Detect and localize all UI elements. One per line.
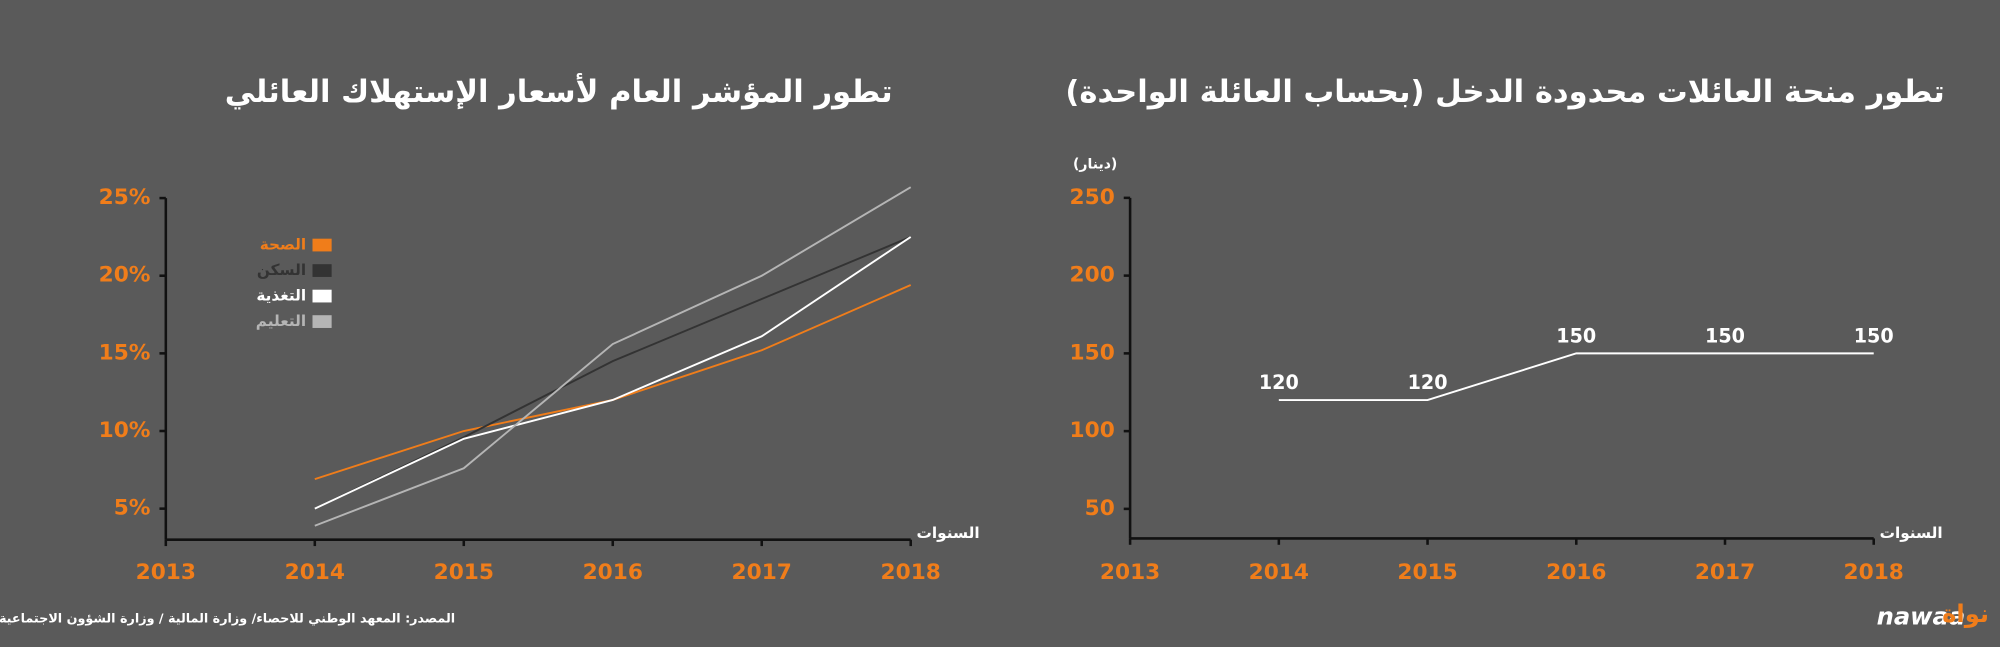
chart-title: تطور المؤشر العام لأسعار الإستهلاك العائ… <box>225 73 893 110</box>
logo-latin: nawaa <box>1877 603 1966 631</box>
chart-title: تطور منحة العائلات محدودة الدخل (بحساب ا… <box>1065 75 1944 110</box>
x-tick-label: 2014 <box>1249 560 1309 585</box>
legend-swatch <box>312 315 332 328</box>
x-axis-title: السنوات <box>1880 524 1943 542</box>
series-line <box>1278 352 1874 401</box>
source: المصدر: المعهد الوطني للاحصاء/ وزارة الم… <box>0 611 455 626</box>
y-tick-label: 10% <box>99 418 151 443</box>
x-tick-label: 2013 <box>136 560 196 585</box>
legend-label: التغذية <box>256 287 306 305</box>
data-label: 150 <box>1705 324 1745 347</box>
x-tick-label: 2016 <box>1546 560 1606 585</box>
x-tick-label: 2016 <box>583 560 643 585</box>
data-label: 150 <box>1556 324 1596 347</box>
logo-arabic: نواة <box>1942 600 1989 628</box>
legend-swatch <box>312 289 332 303</box>
series-line <box>314 236 912 510</box>
x-tick-label: 2018 <box>1844 560 1904 585</box>
series-line <box>314 186 912 527</box>
y-tick-label: 15% <box>99 340 151 365</box>
x-axis-title: السنوات <box>917 524 980 542</box>
y-tick-label: 20% <box>99 263 151 288</box>
y-tick-label: 100 <box>1070 418 1115 443</box>
x-tick-label: 2013 <box>1100 560 1160 585</box>
y-axis-title: (دينار) <box>1073 157 1117 173</box>
legend-swatch <box>312 264 332 277</box>
x-tick-label: 2015 <box>434 560 494 585</box>
y-tick-label: 50 <box>1085 496 1115 521</box>
legend-label: الصحة <box>260 236 306 254</box>
y-tick-label: 250 <box>1070 185 1115 210</box>
x-tick-label: 2014 <box>285 560 345 585</box>
y-tick-label: 5% <box>114 496 151 521</box>
y-tick-label: 200 <box>1070 263 1115 288</box>
legend-swatch <box>312 238 332 252</box>
x-tick-label: 2017 <box>1695 560 1755 585</box>
y-tick-label: 150 <box>1070 340 1115 365</box>
x-tick-label: 2018 <box>881 560 941 585</box>
y-tick-label: 25% <box>99 185 151 210</box>
data-label: 150 <box>1854 324 1894 347</box>
data-label: 120 <box>1408 371 1448 394</box>
data-label: 120 <box>1259 371 1299 394</box>
x-tick-label: 2015 <box>1397 560 1457 585</box>
legend-label: التعليم <box>256 312 306 330</box>
legend-label: السكن <box>257 261 306 279</box>
x-tick-label: 2017 <box>732 560 792 585</box>
